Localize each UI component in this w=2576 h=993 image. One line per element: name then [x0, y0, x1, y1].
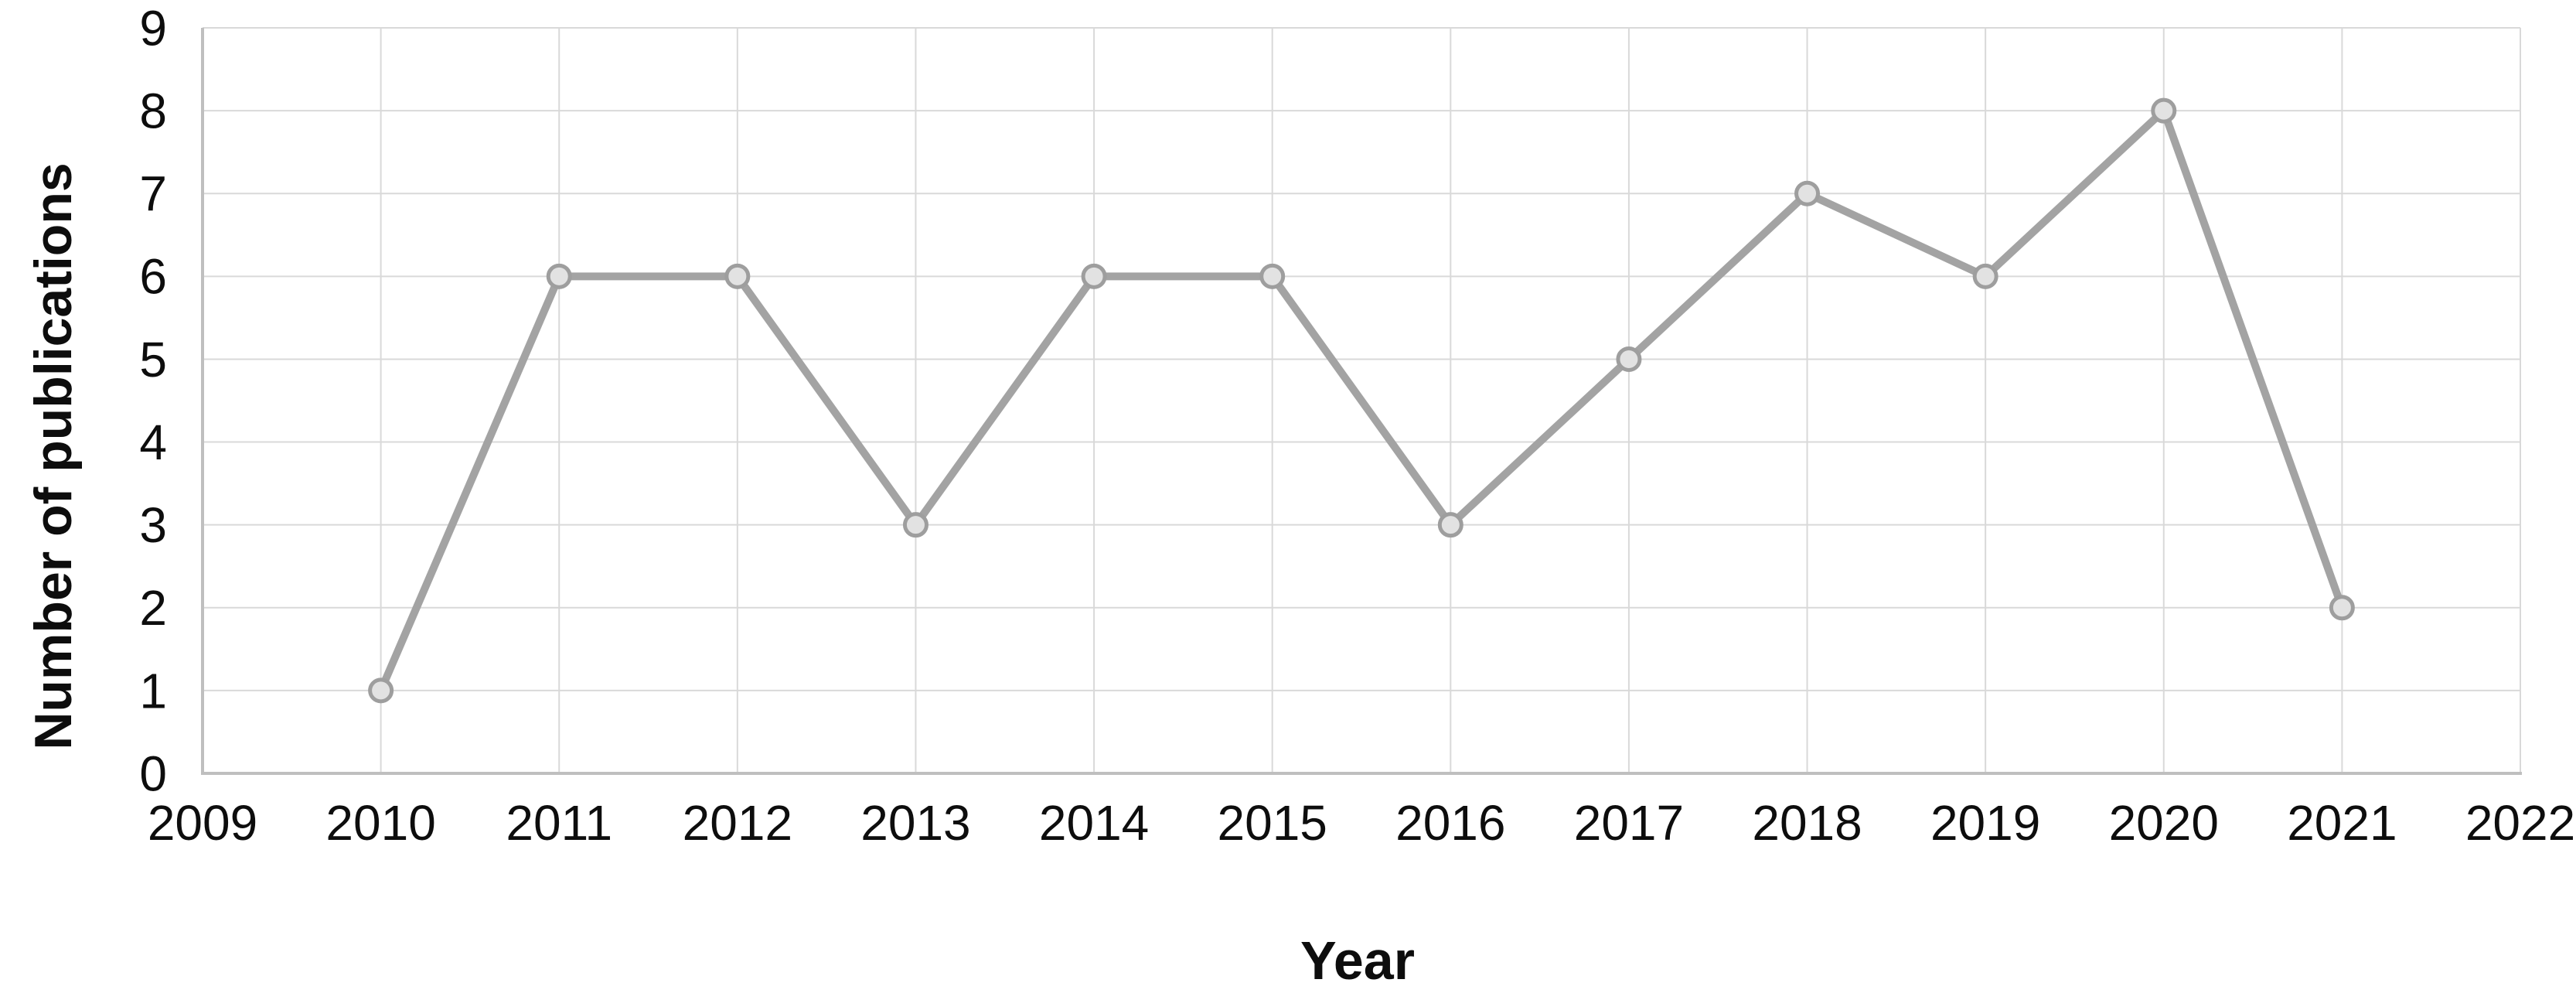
data-point-markers [368, 97, 2355, 704]
x-tick-label: 2013 [860, 795, 970, 851]
y-tick-label: 8 [139, 84, 167, 139]
y-tick-label: 6 [139, 249, 167, 305]
y-tick-label: 9 [139, 0, 167, 56]
y-tick-labels: 0 1 2 3 4 5 6 7 8 9 [139, 0, 167, 801]
y-tick-label: 4 [139, 415, 167, 470]
vertical-gridlines [202, 28, 2521, 773]
x-tick-label: 2012 [683, 795, 792, 851]
data-point-marker [1259, 263, 1286, 289]
data-point-marker [368, 677, 394, 704]
x-axis-title: Year [1300, 930, 1415, 991]
y-axis-title: Number of publications [24, 162, 83, 749]
x-tick-label: 2011 [506, 795, 612, 851]
data-point-marker [1437, 512, 1463, 538]
y-tick-label: 7 [139, 166, 167, 222]
x-tick-label: 2010 [325, 795, 435, 851]
x-tick-label: 2019 [1930, 795, 2040, 851]
x-tick-label: 2016 [1395, 795, 1505, 851]
axis-lines [201, 28, 2522, 775]
x-tick-label: 2018 [1752, 795, 1862, 851]
y-tick-label: 1 [139, 663, 167, 718]
data-point-marker [1972, 263, 1998, 289]
x-tick-label: 2009 [148, 795, 257, 851]
x-tick-label: 2014 [1039, 795, 1149, 851]
series-line [377, 107, 2346, 694]
data-point-marker [1616, 346, 1642, 372]
data-point-marker [2151, 97, 2177, 124]
data-point-marker [2329, 595, 2355, 621]
x-tick-label: 2020 [2109, 795, 2219, 851]
data-point-marker [1081, 263, 1107, 289]
data-point-marker [546, 263, 572, 289]
x-tick-label: 2017 [1574, 795, 1684, 851]
data-point-marker [902, 512, 929, 538]
x-tick-label: 2021 [2287, 795, 2397, 851]
x-tick-label: 2022 [2465, 795, 2575, 851]
x-tick-labels: 2009 2010 2011 2012 2013 2014 2015 2016 2017 2018… [148, 795, 2575, 851]
y-tick-label: 5 [139, 332, 167, 387]
y-tick-label: 3 [139, 497, 167, 553]
y-tick-label: 2 [139, 580, 167, 636]
data-point-marker [1794, 180, 1821, 206]
data-point-marker [724, 263, 751, 289]
x-tick-label: 2015 [1218, 795, 1327, 851]
y-tick-label: 0 [139, 746, 167, 801]
